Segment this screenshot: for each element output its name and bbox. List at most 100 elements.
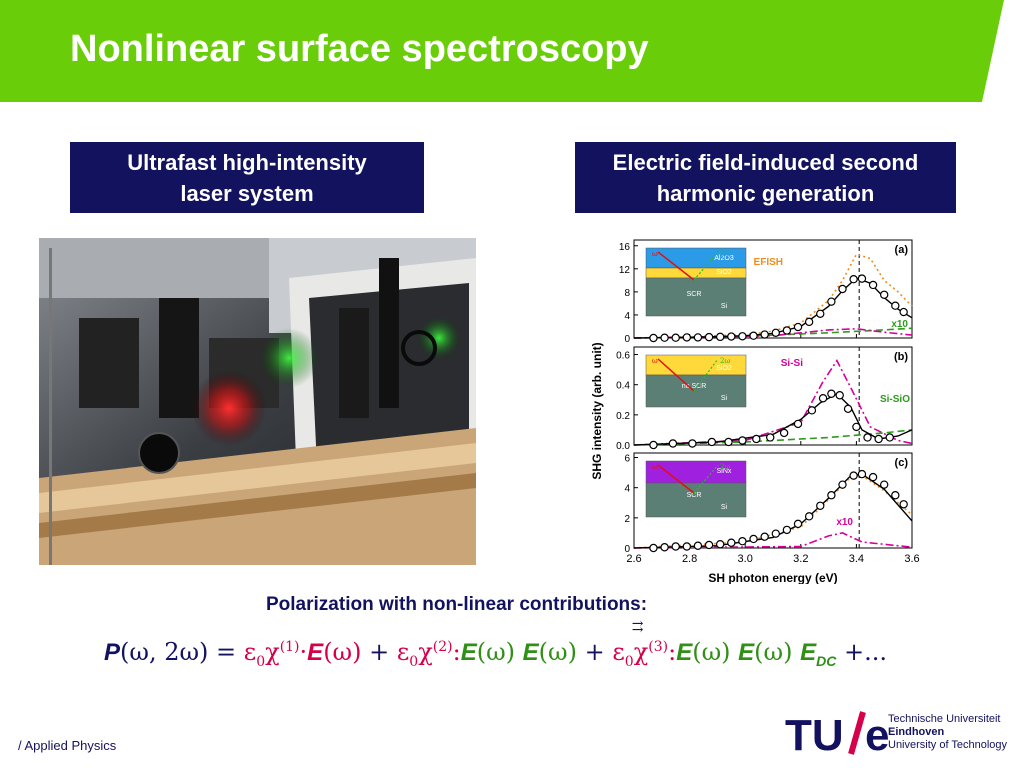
inset-two-omega-label: 2ω: [720, 357, 730, 365]
inset-layer-label: SiNx: [717, 468, 732, 475]
data-point: [779, 428, 789, 438]
title-bar: Nonlinear surface spectroscopy: [0, 0, 1024, 102]
y-tick-label: 0: [624, 544, 630, 555]
formula-E3b-arg: (ω): [754, 638, 801, 666]
y-tick-label: 4: [624, 311, 630, 322]
data-point: [857, 274, 867, 283]
tue-logo-text: Technische Universiteit Eindhoven Univer…: [888, 713, 1007, 752]
inset-layer-label: SCR: [687, 291, 702, 298]
formula-colon3: :: [668, 638, 677, 666]
inset-layer-label: Al2O3: [714, 255, 734, 262]
data-point: [804, 512, 814, 521]
laser-system-heading-line2: laser system: [180, 181, 314, 206]
data-point: [899, 307, 908, 317]
data-point: [771, 328, 780, 338]
formula-chi3-sup: (3): [648, 639, 669, 655]
y-tick-label: 0.0: [616, 441, 630, 452]
data-point: [660, 333, 669, 342]
panel-label: (c): [895, 457, 909, 469]
formula-E1: E: [307, 639, 324, 666]
data-point: [660, 543, 669, 552]
data-point: [738, 436, 747, 445]
y-tick-label: 12: [619, 265, 631, 276]
data-point: [649, 543, 658, 553]
tue-logo: TU e: [785, 711, 889, 758]
inset-two-omega-label: 2ω: [720, 250, 730, 258]
data-point: [838, 284, 847, 294]
data-point: [738, 332, 747, 341]
data-point: [868, 280, 878, 290]
y-tick-label: 0.2: [616, 411, 630, 422]
y-tick-label: 6: [624, 454, 630, 465]
data-point: [807, 406, 817, 415]
data-point: [874, 434, 883, 444]
data-point: [727, 332, 736, 341]
data-point: [838, 480, 847, 489]
formula-E2b: E: [522, 639, 539, 666]
data-point: [649, 440, 658, 450]
footer-department: / Applied Physics: [18, 738, 117, 753]
formula-args: (ω, 2ω) =: [120, 638, 244, 666]
x-axis-label: SH photon energy (eV): [708, 571, 837, 584]
inset-omega-label: ω: [652, 357, 658, 365]
laser-system-heading-line1: Ultrafast high-intensity: [127, 150, 367, 175]
series-annotation: Si-SiO: [880, 394, 910, 405]
data-point: [818, 394, 828, 403]
data-point: [868, 472, 878, 482]
tue-logo-line3: University of Technology: [888, 739, 1008, 751]
data-point: [804, 317, 814, 327]
inset-omega-label: ω: [652, 463, 658, 471]
data-point: [793, 419, 803, 429]
data-point: [766, 433, 775, 442]
x-tick-label: 3.4: [849, 553, 864, 565]
inset-layer-label: Si: [721, 504, 728, 511]
data-point: [827, 297, 836, 306]
x-tick-label: 3.0: [738, 553, 753, 565]
efish-heading-line2: harmonic generation: [656, 181, 875, 206]
series-annotation: EFISH: [754, 257, 783, 268]
data-point: [682, 542, 692, 551]
inset-sh-beam: [693, 358, 719, 392]
formula-E2a: E: [460, 639, 477, 666]
inset-layer: [645, 277, 747, 317]
data-point: [707, 437, 717, 447]
panel-label: (b): [894, 351, 908, 363]
formula-E3a-arg: (ω): [692, 638, 739, 666]
data-point: [760, 330, 769, 339]
data-point: [782, 326, 792, 335]
data-point: [891, 491, 900, 500]
formula-plus2: +: [576, 638, 613, 666]
data-point: [749, 534, 758, 544]
data-point: [827, 389, 836, 398]
data-point: [880, 290, 889, 299]
data-point: [816, 501, 825, 510]
data-point: [704, 332, 714, 342]
formula-chi2: χ: [418, 638, 433, 666]
data-point: [793, 322, 803, 332]
formula-Edc: E: [800, 639, 817, 666]
series-annotation: Si-Si: [781, 358, 803, 369]
formula-eps1-sub: 0: [256, 653, 266, 670]
formula-tail: +...: [836, 638, 887, 666]
y-tick-label: 16: [619, 242, 631, 253]
formula-colon2: :: [452, 638, 461, 666]
formula-chi1: χ: [265, 638, 280, 666]
inset-two-omega-label: 2ω: [720, 463, 730, 471]
data-point: [816, 309, 825, 318]
tue-logo-mark-tu: TU: [785, 711, 844, 758]
panel-label: (a): [895, 244, 909, 256]
data-point: [891, 301, 900, 310]
efish-heading-line1: Electric field-induced second: [612, 150, 919, 175]
inset-layer-label: no SCR: [682, 383, 707, 390]
series-line-si-sio: [633, 429, 913, 446]
formula-E3b: E: [738, 639, 755, 666]
data-point: [849, 275, 858, 284]
data-point: [649, 333, 658, 343]
data-point: [715, 540, 725, 549]
y-tick-label: 0.6: [616, 351, 630, 362]
data-point: [752, 434, 761, 444]
inset-layer-label: SCR: [687, 492, 702, 499]
data-point: [671, 542, 680, 551]
data-point: [885, 433, 894, 442]
formula-P: P: [104, 639, 121, 666]
